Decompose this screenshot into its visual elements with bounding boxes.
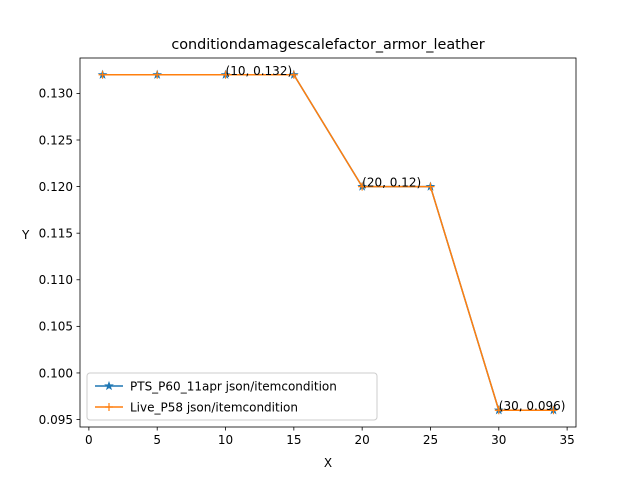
legend-item: PTS_P60_11apr json/itemcondition — [95, 379, 337, 393]
x-axis-label: X — [324, 456, 332, 470]
data-point — [153, 70, 162, 79]
x-tick-label: 35 — [559, 433, 574, 447]
x-tick-label: 5 — [153, 433, 161, 447]
legend-marker — [104, 380, 114, 391]
y-axis: 0.095 0.100 0.105 0.110 0.115 0.120 0.125 0.130 — [39, 87, 80, 427]
series-1 — [97, 69, 559, 415]
legend-item: Live_P58 json/itemcondition — [95, 400, 298, 414]
annotation-label: (10, 0.132) — [226, 64, 293, 78]
data-point — [358, 182, 367, 191]
data-point — [98, 70, 107, 79]
y-tick-label: 0.125 — [39, 133, 73, 147]
data-point — [426, 182, 435, 191]
series-2 — [98, 70, 558, 415]
series-line — [102, 74, 554, 411]
data-point — [221, 70, 230, 79]
x-tick-label: 10 — [218, 433, 233, 447]
y-tick-label: 0.120 — [39, 180, 73, 194]
y-axis-label: Y — [21, 228, 30, 242]
y-tick-label: 0.095 — [39, 413, 73, 427]
series-line — [102, 74, 554, 411]
plot-area — [79, 57, 577, 428]
legend-box — [86, 372, 378, 421]
legend: PTS_P60_11apr json/itemcondition Live_P58… — [86, 372, 378, 421]
legend-label: PTS_P60_11apr json/itemcondition — [130, 379, 337, 393]
x-axis: 0 5 10 15 20 25 30 35 — [85, 427, 575, 447]
legend-label: Live_P58 json/itemcondition — [130, 400, 298, 414]
data-point — [289, 70, 298, 79]
y-tick-label: 0.130 — [39, 87, 73, 101]
chart-title: conditiondamagescalefactor_armor_leather — [171, 37, 484, 53]
y-tick-label: 0.115 — [39, 226, 73, 240]
annotation-label: (30, 0.096) — [499, 399, 566, 413]
y-tick-label: 0.100 — [39, 366, 73, 380]
annotation-label: (20, 0.12) — [362, 176, 421, 190]
plot-frame — [79, 57, 577, 428]
y-tick-label: 0.105 — [39, 320, 73, 334]
data-point — [494, 406, 503, 415]
x-tick-label: 30 — [491, 433, 506, 447]
x-tick-label: 0 — [85, 433, 93, 447]
y-tick-label: 0.110 — [39, 273, 73, 287]
legend-marker — [105, 403, 113, 411]
x-tick-label: 25 — [423, 433, 438, 447]
x-tick-label: 20 — [355, 433, 370, 447]
x-tick-label: 15 — [286, 433, 301, 447]
annotations: (10, 0.132) (20, 0.12) (30, 0.096) — [226, 64, 566, 413]
data-point — [549, 406, 558, 415]
